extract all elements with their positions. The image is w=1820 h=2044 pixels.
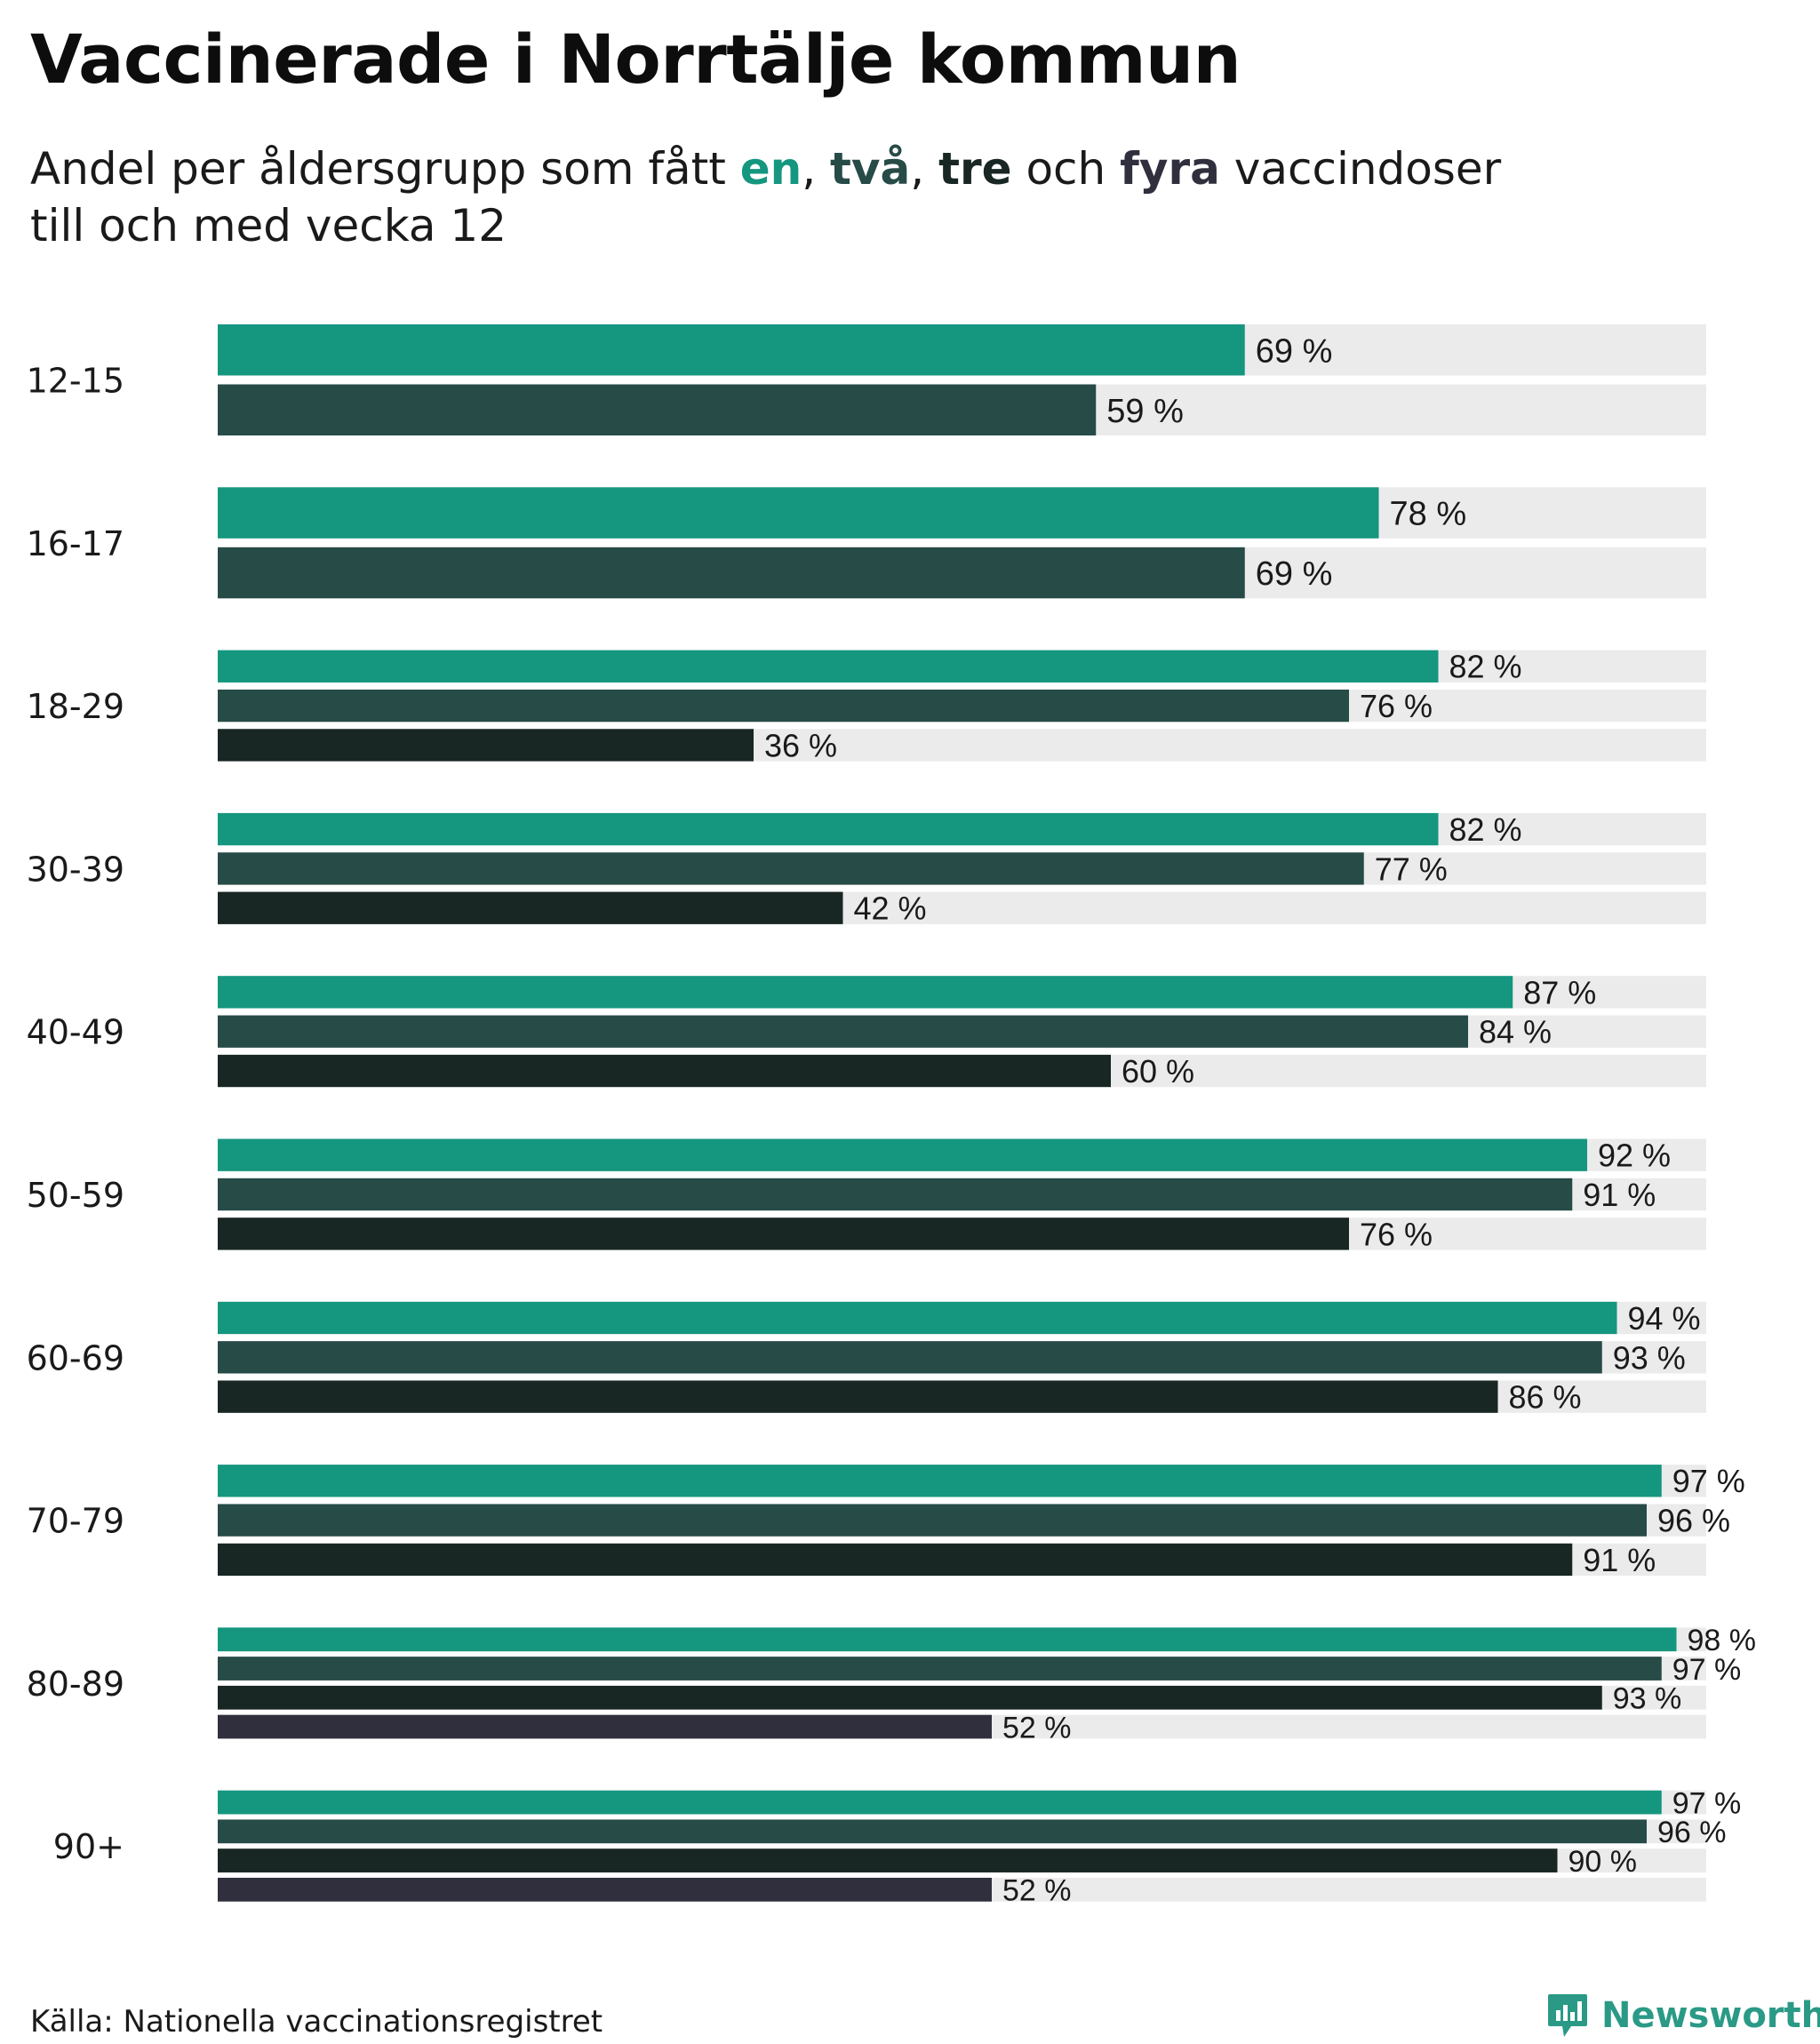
bar-dose3 [218,1054,1111,1088]
bar-dose3 [218,1685,1602,1710]
value-label: 82 % [1449,811,1522,848]
value-label: 82 % [1449,649,1522,685]
bar-dose2 [218,1178,1573,1211]
value-label: 94 % [1628,1300,1701,1337]
bar-dose1 [218,1790,1662,1815]
value-label: 98 % [1688,1624,1757,1657]
value-label: 91 % [1583,1542,1656,1578]
bar-dose1 [218,976,1513,1009]
bar-dose2 [218,1341,1602,1374]
subtitle-sep: , [802,143,831,195]
value-label: 86 % [1509,1379,1582,1416]
bar-dose2 [218,1015,1468,1048]
bar-dose3 [218,1848,1558,1872]
value-label: 96 % [1657,1816,1727,1849]
value-label: 36 % [764,727,837,763]
bar-dose2 [218,1657,1662,1681]
bar-dose2 [218,689,1349,723]
legend-dose1: en [739,143,802,195]
subtitle-text: Andel per åldersgrupp som fått [30,143,740,195]
bar-dose2 [218,852,1364,885]
value-label: 76 % [1360,1216,1433,1252]
bar-dose2 [218,1819,1647,1844]
bar-dose2 [218,384,1097,435]
bar-dose1 [218,1301,1617,1335]
bar-dose3 [218,729,754,762]
chart-title: Vaccinerade i Norrtälje kommun [30,20,1241,99]
value-label: 87 % [1523,974,1596,1010]
value-label: 97 % [1672,1653,1742,1687]
value-label: 92 % [1598,1138,1671,1174]
legend-dose2: två [830,143,911,195]
brand-logo: Newsworthy [1546,1992,1820,2039]
brand-name: Newsworthy [1601,1995,1820,2036]
value-label: 78 % [1390,496,1467,533]
category-label: 40-49 [27,1013,124,1052]
bar-dose3 [218,1218,1349,1250]
subtitle-sep: , [910,143,939,195]
value-label: 42 % [854,890,927,927]
category-label: 80-89 [27,1665,124,1704]
bar-dose3 [218,891,843,924]
category-label: 90+ [53,1827,124,1866]
category-label: 16-17 [27,524,124,563]
category-label: 30-39 [27,850,124,889]
value-label: 93 % [1613,1339,1686,1376]
bar-dose4 [218,1714,992,1739]
value-label: 52 % [1002,1874,1072,1908]
value-label: 69 % [1256,332,1333,370]
bar-dose4 [218,1877,992,1902]
category-label: 12-15 [27,362,124,401]
subtitle-text: vaccindoser [1219,143,1502,195]
value-label: 97 % [1672,1463,1745,1499]
bar-dose3 [218,1543,1573,1577]
category-label: 60-69 [27,1338,124,1377]
value-label: 84 % [1479,1014,1552,1050]
category-label: 18-29 [27,687,124,726]
source-note: Källa: Nationella vaccinationsregistret [30,2004,603,2040]
legend-dose4: fyra [1120,143,1220,195]
subtitle-text: och [1011,143,1121,195]
bar-dose2 [218,547,1245,599]
bar-chart: 12-15 69 % 59 % 16-17 78 % 69 % 18-29 82 % 76 % 3… [27,324,1757,1908]
value-label: 60 % [1122,1053,1194,1090]
bar-dose1 [218,1138,1587,1171]
bar-dose2 [218,1504,1647,1537]
value-label: 91 % [1583,1177,1656,1213]
value-label: 93 % [1613,1682,1682,1716]
legend-dose3: tre [938,143,1012,195]
value-label: 96 % [1657,1503,1730,1539]
bar-dose1 [218,812,1439,846]
value-label: 59 % [1106,393,1184,430]
value-label: 77 % [1375,850,1448,887]
value-label: 97 % [1672,1786,1742,1820]
category-label: 50-59 [27,1176,124,1215]
bar-dose1 [218,324,1245,376]
value-label: 90 % [1569,1845,1638,1879]
value-label: 69 % [1256,555,1333,593]
bar-dose3 [218,1380,1498,1413]
bar-dose1 [218,1465,1662,1497]
newsworthy-logo-icon [1548,1994,1587,2037]
chart-subtitle: Andel per åldersgrupp som fått en, två, … [30,140,1719,254]
value-label: 76 % [1360,688,1433,724]
subtitle-line2: till och med vecka 12 [30,200,507,252]
bar-dose1 [218,487,1379,539]
value-label: 52 % [1002,1711,1072,1745]
bar-dose1 [218,1627,1677,1652]
bar-dose1 [218,650,1439,683]
category-label: 70-79 [27,1502,124,1541]
